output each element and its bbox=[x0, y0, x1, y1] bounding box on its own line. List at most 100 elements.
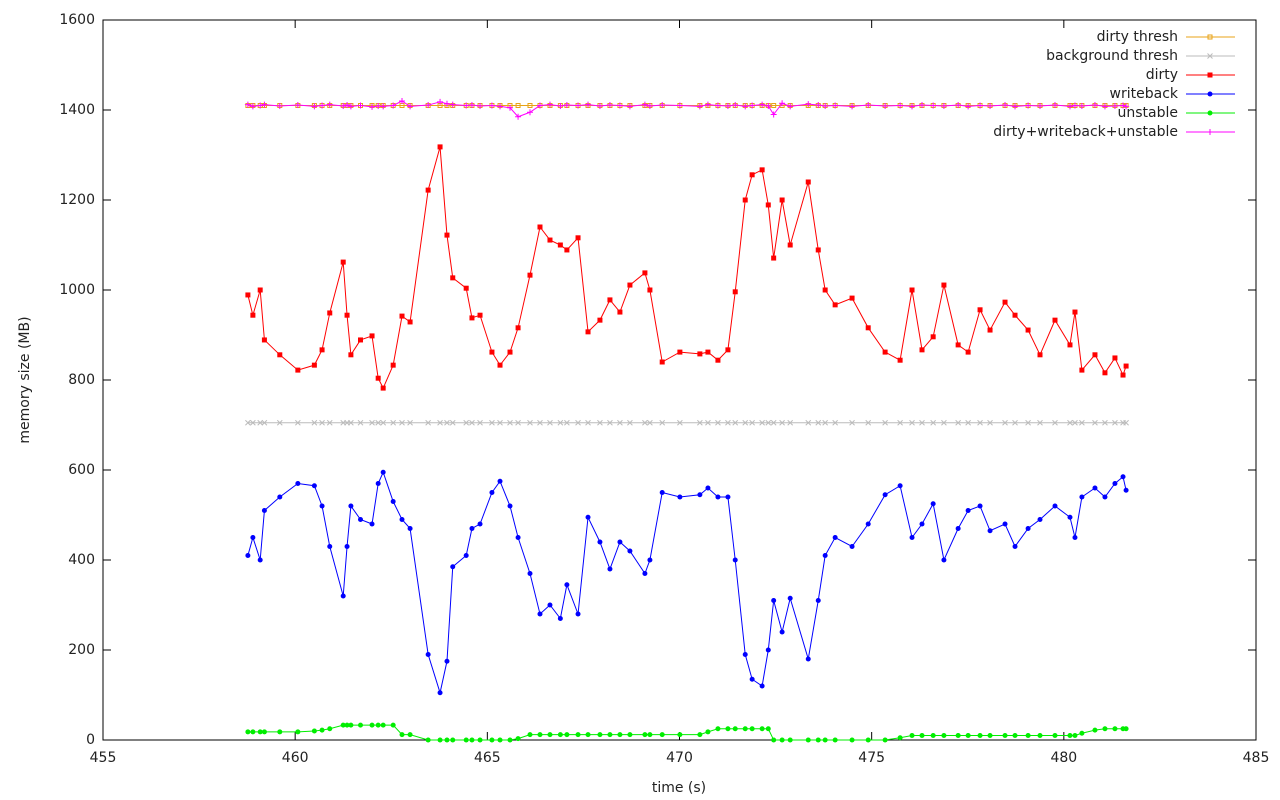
point bbox=[1079, 419, 1085, 426]
point bbox=[515, 736, 521, 742]
point bbox=[399, 732, 405, 738]
point bbox=[930, 501, 936, 507]
point bbox=[647, 732, 653, 738]
y-axis-label: memory size (MB) bbox=[17, 316, 33, 443]
point bbox=[1002, 521, 1008, 527]
point bbox=[295, 481, 301, 486]
point bbox=[897, 419, 903, 426]
point bbox=[987, 419, 993, 426]
point bbox=[557, 102, 564, 109]
point bbox=[659, 732, 665, 738]
point bbox=[909, 419, 915, 426]
point bbox=[575, 235, 581, 241]
point bbox=[759, 167, 765, 173]
y-tick-label: 200 bbox=[68, 642, 95, 658]
point bbox=[725, 347, 731, 353]
point bbox=[444, 658, 450, 664]
legend-label: writeback bbox=[1110, 86, 1179, 102]
point bbox=[930, 419, 937, 426]
point bbox=[607, 297, 613, 303]
point bbox=[497, 478, 503, 484]
point bbox=[732, 419, 739, 426]
point bbox=[1078, 102, 1085, 109]
point bbox=[425, 102, 432, 109]
point bbox=[469, 315, 475, 321]
point bbox=[705, 419, 711, 426]
point bbox=[575, 419, 581, 426]
point bbox=[276, 419, 283, 426]
point bbox=[771, 737, 777, 743]
point bbox=[1002, 102, 1009, 109]
point bbox=[444, 737, 450, 743]
point bbox=[1092, 727, 1098, 733]
point bbox=[715, 357, 721, 363]
point bbox=[507, 419, 513, 426]
point bbox=[919, 419, 925, 426]
point bbox=[787, 242, 793, 248]
x-tick-label: 465 bbox=[474, 750, 501, 766]
point bbox=[295, 419, 301, 426]
point bbox=[805, 419, 812, 426]
x-tick-label: 480 bbox=[1050, 750, 1077, 766]
point bbox=[477, 102, 484, 109]
point bbox=[497, 419, 503, 426]
point bbox=[340, 259, 346, 265]
point bbox=[759, 726, 765, 732]
point bbox=[327, 544, 333, 549]
point bbox=[787, 737, 793, 743]
point bbox=[319, 102, 326, 109]
y-tick-label: 1200 bbox=[59, 192, 95, 208]
point bbox=[677, 419, 683, 426]
point bbox=[380, 419, 387, 426]
point bbox=[326, 419, 333, 426]
point bbox=[897, 102, 904, 109]
x-tick-label: 475 bbox=[858, 750, 885, 766]
point bbox=[742, 726, 748, 732]
point bbox=[724, 102, 731, 109]
series-line bbox=[247, 470, 1127, 695]
point bbox=[1037, 102, 1043, 109]
point bbox=[749, 676, 755, 682]
point bbox=[547, 237, 553, 243]
point bbox=[399, 98, 406, 104]
point bbox=[469, 419, 475, 426]
point bbox=[311, 728, 317, 734]
point bbox=[380, 385, 386, 391]
point bbox=[642, 419, 648, 426]
point bbox=[732, 289, 738, 295]
point bbox=[1112, 481, 1118, 486]
point bbox=[659, 102, 666, 109]
point bbox=[779, 419, 785, 426]
point bbox=[617, 419, 623, 426]
point bbox=[249, 103, 256, 110]
point bbox=[1025, 102, 1032, 109]
point bbox=[725, 726, 731, 732]
point bbox=[425, 419, 431, 426]
x-tick-label: 485 bbox=[1243, 750, 1270, 766]
point bbox=[759, 101, 766, 108]
legend-marker bbox=[1207, 110, 1213, 116]
series bbox=[245, 419, 1129, 426]
point bbox=[1123, 103, 1130, 110]
point bbox=[369, 722, 375, 728]
point bbox=[705, 729, 711, 735]
point bbox=[919, 733, 925, 738]
point bbox=[390, 499, 396, 504]
point bbox=[882, 102, 889, 109]
point bbox=[930, 102, 937, 109]
point bbox=[941, 282, 947, 288]
point bbox=[822, 737, 828, 743]
point bbox=[449, 101, 456, 108]
point bbox=[344, 722, 350, 728]
point bbox=[822, 553, 828, 558]
point bbox=[295, 729, 301, 735]
point bbox=[477, 737, 483, 743]
point bbox=[832, 737, 838, 743]
series bbox=[245, 722, 1129, 743]
point bbox=[294, 102, 301, 109]
point bbox=[527, 419, 533, 426]
point bbox=[319, 503, 325, 509]
point bbox=[357, 102, 364, 109]
legend-label: dirty+writeback+unstable bbox=[993, 124, 1178, 140]
point bbox=[941, 733, 947, 738]
